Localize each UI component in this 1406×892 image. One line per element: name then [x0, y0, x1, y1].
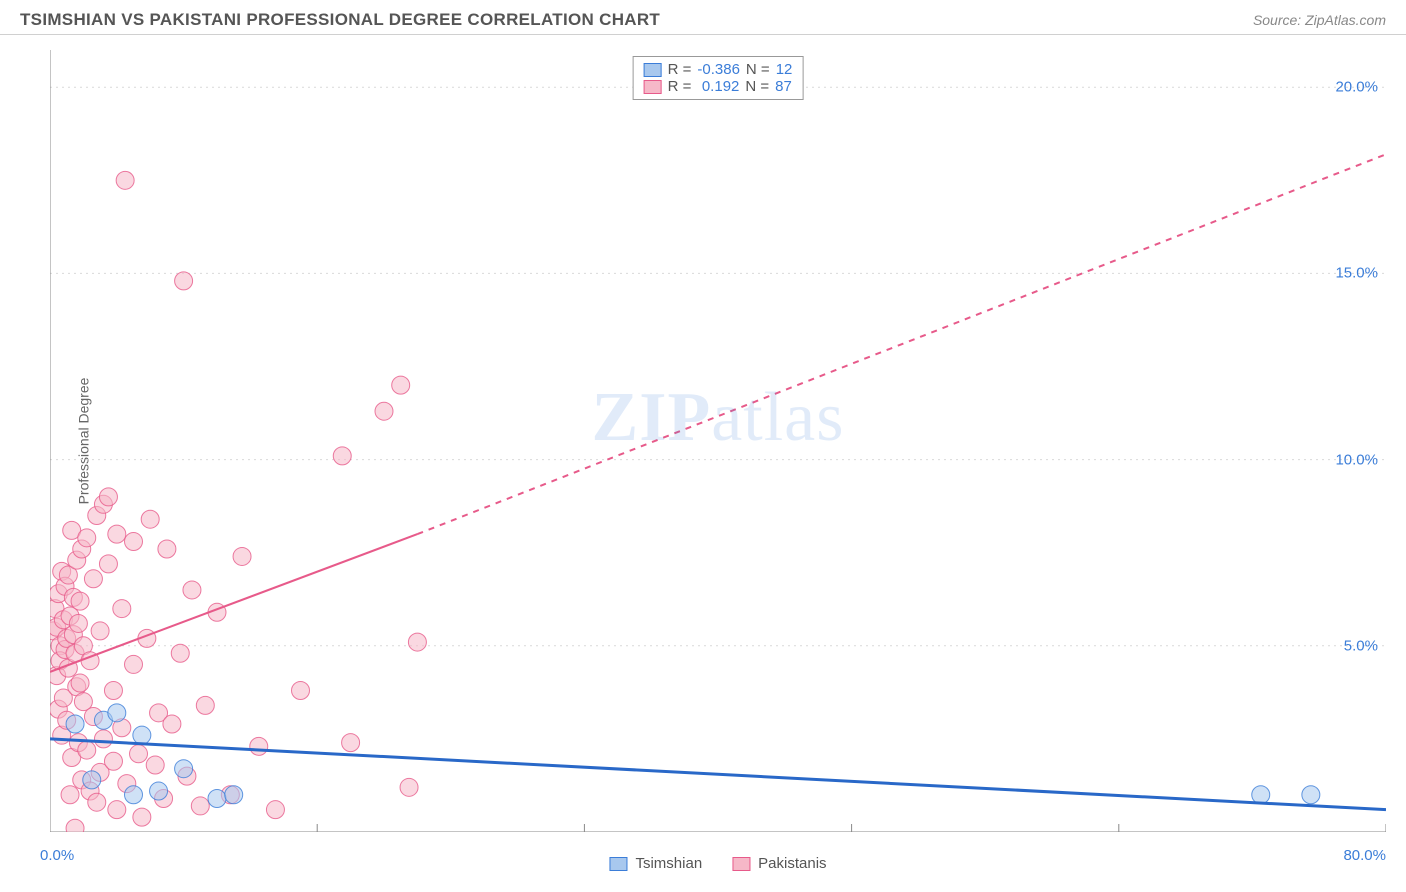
swatch-icon — [644, 63, 662, 77]
chart-source: Source: ZipAtlas.com — [1253, 12, 1386, 28]
legend-row: R = 0.192 N = 87 — [644, 78, 793, 95]
x-axis-min-label: 0.0% — [40, 847, 74, 864]
r-label: R = — [668, 61, 692, 78]
r-value: -0.386 — [697, 61, 740, 78]
n-label: N = — [746, 61, 770, 78]
y-tick-label: 10.0% — [1335, 451, 1378, 468]
legend-row: R = -0.386 N = 12 — [644, 61, 793, 78]
y-tick-label: 20.0% — [1335, 79, 1378, 96]
y-tick-label: 15.0% — [1335, 265, 1378, 282]
n-label: N = — [745, 78, 769, 95]
legend-item: Pakistanis — [732, 855, 826, 872]
scatter-plot — [50, 50, 1386, 832]
series-legend: Tsimshian Pakistanis — [609, 855, 826, 872]
y-tick-label: 5.0% — [1344, 637, 1378, 654]
swatch-icon — [609, 857, 627, 871]
chart-title: TSIMSHIAN VS PAKISTANI PROFESSIONAL DEGR… — [20, 10, 660, 30]
legend-label: Pakistanis — [758, 855, 826, 872]
legend-label: Tsimshian — [635, 855, 702, 872]
legend-item: Tsimshian — [609, 855, 702, 872]
swatch-icon — [644, 80, 662, 94]
swatch-icon — [732, 857, 750, 871]
chart-area: Professional Degree ZIPatlas R = -0.386 … — [50, 50, 1386, 832]
r-label: R = — [668, 78, 692, 95]
r-value: 0.192 — [697, 78, 739, 95]
x-axis-max-label: 80.0% — [1343, 847, 1386, 864]
n-value: 12 — [776, 61, 793, 78]
correlation-legend: R = -0.386 N = 12 R = 0.192 N = 87 — [633, 56, 804, 100]
n-value: 87 — [775, 78, 792, 95]
